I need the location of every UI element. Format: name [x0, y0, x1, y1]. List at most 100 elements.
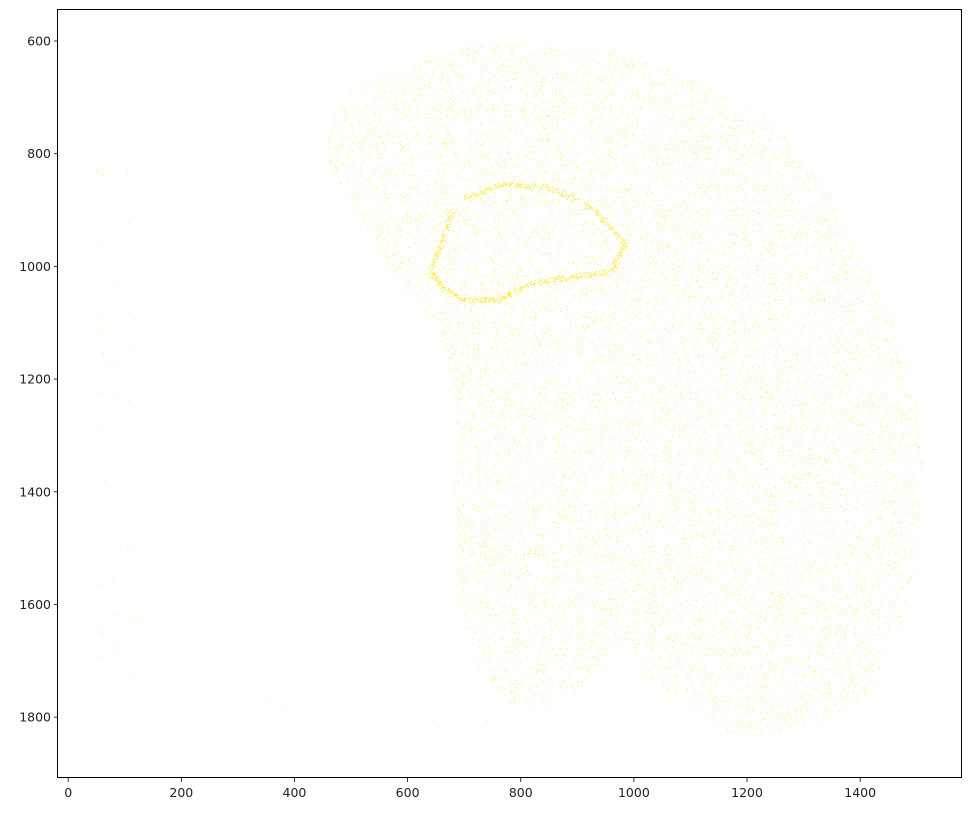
scatter-point [470, 529, 472, 531]
scatter-point [727, 381, 729, 383]
scatter-point [505, 263, 507, 266]
scatter-point [602, 511, 604, 513]
scatter-point [681, 81, 683, 83]
scatter-point [496, 79, 498, 81]
scatter-point [341, 166, 343, 168]
scatter-point [674, 593, 677, 595]
scatter-point [539, 534, 541, 536]
scatter-point [880, 464, 882, 466]
scatter-point [895, 533, 897, 536]
scatter-point [511, 272, 513, 274]
scatter-point [590, 342, 592, 344]
scatter-point [721, 296, 723, 298]
scatter-point [383, 149, 385, 151]
scatter-point [470, 527, 472, 529]
scatter-point [387, 130, 389, 132]
scatter-point [792, 254, 794, 256]
scatter-point [815, 307, 817, 309]
scatter-point [641, 440, 643, 442]
scatter-point [636, 529, 638, 531]
scatter-point [487, 442, 490, 444]
scatter-point [403, 90, 405, 92]
scatter-point [714, 709, 716, 711]
scatter-point [547, 69, 549, 71]
scatter-point [659, 204, 661, 207]
scatter-point [812, 296, 815, 298]
scatter-point [771, 645, 773, 647]
scatter-point [553, 597, 555, 599]
scatter-point [557, 445, 559, 447]
scatter-point [449, 263, 451, 266]
scatter-point [661, 456, 663, 458]
scatter-point [577, 684, 579, 686]
scatter-point [548, 698, 550, 700]
scatter-point [898, 514, 900, 516]
scatter-point [618, 484, 620, 486]
scatter-point [470, 271, 472, 273]
scatter-point [766, 712, 769, 714]
scatter-point [383, 138, 385, 140]
scatter-point [642, 65, 644, 67]
scatter-point [657, 418, 659, 420]
scatter-point [553, 120, 555, 122]
scatter-point [484, 406, 487, 408]
scatter-point [534, 557, 536, 559]
scatter-point [474, 328, 476, 330]
scatter-point [474, 506, 476, 508]
scatter-point [889, 531, 891, 533]
scatter-point [567, 305, 569, 307]
scatter-point [558, 588, 560, 590]
scatter-point [884, 338, 886, 340]
scatter-point [533, 158, 535, 160]
scatter-point [591, 238, 593, 240]
scatter-point [705, 544, 707, 546]
scatter-point [808, 581, 810, 583]
scatter-point [776, 388, 778, 390]
scatter-point [687, 80, 689, 82]
scatter-point [780, 408, 782, 410]
scatter-point [560, 75, 562, 77]
scatter-point [392, 142, 394, 144]
scatter-point [443, 257, 445, 259]
scatter-point [636, 315, 638, 317]
scatter-point [514, 700, 516, 702]
scatter-point [662, 554, 664, 556]
scatter-point [707, 369, 709, 371]
scatter-point [667, 246, 669, 248]
scatter-point [834, 488, 836, 490]
scatter-point [518, 651, 520, 653]
scatter-point [798, 282, 800, 284]
scatter-point [602, 176, 604, 178]
scatter-point [900, 378, 902, 380]
scatter-point [675, 504, 677, 506]
scatter-point [740, 578, 742, 580]
scatter-point [495, 562, 497, 564]
scatter-point [736, 280, 738, 282]
scatter-point [593, 103, 595, 105]
scatter-point [597, 287, 599, 289]
scatter-point [516, 571, 518, 573]
scatter-point [492, 506, 494, 508]
scatter-point [720, 588, 722, 590]
scatter-point [819, 444, 821, 446]
scatter-point [455, 97, 457, 100]
scatter-point [679, 229, 681, 231]
scatter-point [483, 649, 485, 651]
scatter-point [449, 325, 451, 327]
scatter-point [799, 218, 801, 220]
scatter-point [837, 376, 839, 378]
scatter-point [663, 249, 665, 251]
scatter-point [850, 681, 852, 683]
scatter-point [521, 312, 524, 314]
scatter-point [805, 184, 807, 187]
scatter-point [541, 698, 543, 700]
scatter-point [679, 362, 682, 364]
scatter-point [496, 330, 498, 332]
scatter-point [542, 253, 544, 255]
scatter-point [778, 135, 780, 137]
scatter-point [437, 275, 439, 277]
scatter-point [651, 477, 653, 480]
scatter-point [468, 545, 470, 547]
scatter-point [745, 705, 747, 707]
scatter-point [751, 725, 753, 727]
